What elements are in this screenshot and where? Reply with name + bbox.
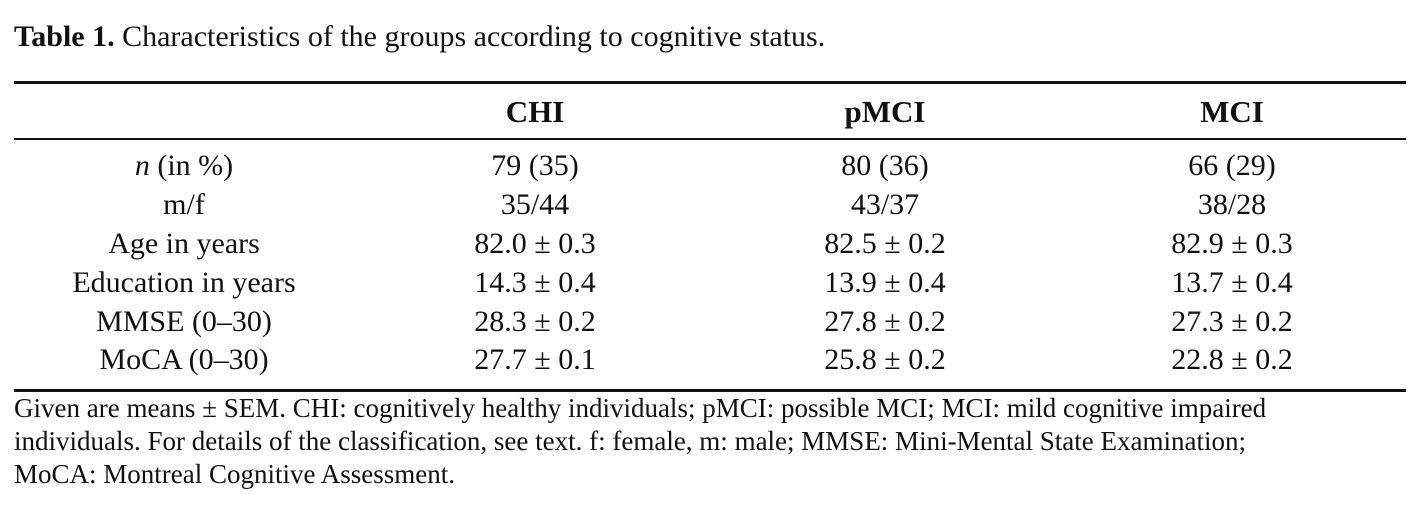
row-label-n: n (in %) [14,147,354,185]
table-cell: 27.3 ± 0.2 [1171,305,1293,338]
table-cell: 82.9 ± 0.3 [1171,227,1293,260]
row-label-education: Education in years [72,266,296,299]
table-cell: 27.8 ± 0.2 [824,305,946,338]
table-cell: 43/37 [850,188,920,221]
table-footnote: Given are means ± SEM. CHI: cognitively … [14,392,1414,491]
table-caption: Table 1. Characteristics of the groups a… [14,18,825,56]
table-caption-text: Characteristics of the groups according … [122,20,826,53]
footnote-line: Given are means ± SEM. CHI: cognitively … [14,393,1267,423]
row-label-moca: MoCA (0–30) [99,343,269,376]
header-cell-chi: CHI [505,94,565,129]
table-cell: 14.3 ± 0.4 [474,266,596,299]
header-cell-pmci: pMCI [844,94,926,129]
table-bottom-rule [14,389,1406,392]
table-cell: 66 (29) [1188,149,1276,182]
table-cell: 27.7 ± 0.1 [474,343,596,376]
table-cell: 79 (35) [491,149,579,182]
table-cell: 22.8 ± 0.2 [1171,343,1293,376]
table-cell: 82.0 ± 0.3 [474,227,596,260]
table-cell: 13.9 ± 0.4 [824,266,946,299]
table-top-rule [14,81,1406,84]
row-label-n-rest: (in %) [149,149,234,182]
table-cell: 35/44 [500,188,570,221]
table-cell: 28.3 ± 0.2 [474,305,596,338]
table-caption-label: Table 1. [14,20,115,53]
row-label-sex: m/f [163,188,205,221]
table-header-rule [14,138,1406,140]
table-cell: 38/28 [1197,188,1267,221]
table-cell: 82.5 ± 0.2 [824,227,946,260]
row-label-age: Age in years [108,227,260,260]
row-label-n-symbol: n [134,149,150,182]
table-cell: 13.7 ± 0.4 [1171,266,1293,299]
table-cell: 80 (36) [841,149,929,182]
table-cell: 25.8 ± 0.2 [824,343,946,376]
footnote-line: individuals. For details of the classifi… [14,426,1246,456]
row-label-mmse: MMSE (0–30) [96,305,272,338]
header-cell-mci: MCI [1200,94,1264,129]
footnote-line: MoCA: Montreal Cognitive Assessment. [14,459,455,489]
